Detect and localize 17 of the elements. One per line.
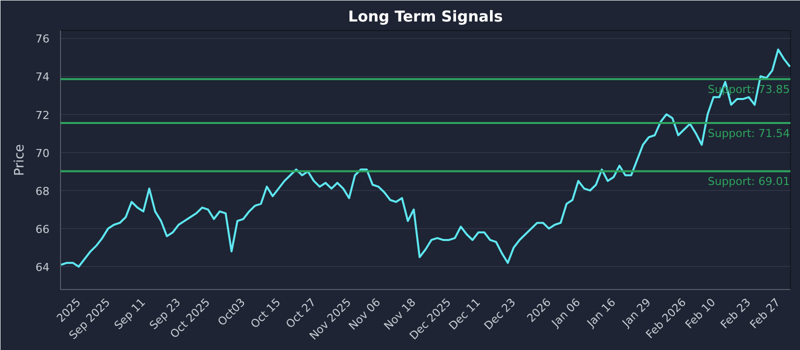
y-tick-label: 76: [36, 32, 50, 46]
y-tick-label: 70: [36, 146, 50, 160]
y-axis-title: Price: [12, 144, 28, 176]
line-series: [60, 48, 790, 268]
ref-line-label: Support: 71.54: [708, 127, 790, 140]
x-tick-label: Oct 15: [248, 296, 284, 331]
y-tick-label: 72: [36, 108, 50, 122]
x-tick-label: Dec 23: [482, 296, 518, 333]
y-tick-label: 64: [36, 261, 50, 274]
y-tick-label: 74: [36, 70, 50, 84]
x-tick-label: Jan 16: [584, 296, 618, 330]
x-tick-label: Sep 11: [112, 296, 148, 332]
y-tick-label: 68: [36, 184, 50, 198]
ref-line-label: Support: 69.01: [708, 175, 790, 188]
y-tick-label: 66: [36, 223, 50, 236]
chart-title: Long Term Signals: [348, 8, 503, 26]
x-tick-label: Jan 06: [548, 296, 583, 330]
